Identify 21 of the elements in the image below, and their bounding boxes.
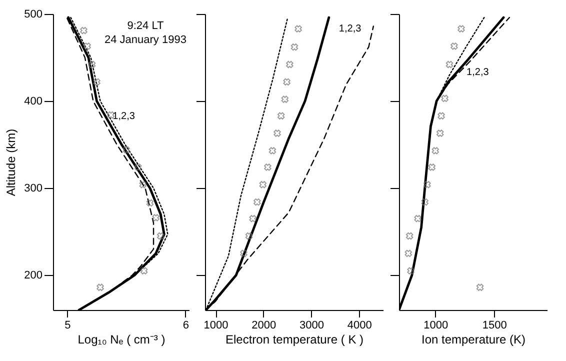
x-axis-title: Log₁₀ Nₑ ( cm⁻³ ) — [78, 332, 166, 346]
x-tick-label: 6 — [182, 320, 190, 332]
x-tick-label: 1000 — [424, 320, 448, 332]
x-tick-label: 4000 — [347, 320, 372, 332]
annotation: 9:24 LT — [127, 20, 164, 32]
x-tick-label: 2000 — [252, 320, 276, 332]
x-tick-label: 5 — [64, 320, 71, 332]
y-axis-title: Altitude (km) — [4, 128, 18, 196]
x-tick-label: 1500 — [482, 320, 507, 332]
y-tick-label: 400 — [24, 96, 42, 108]
x-axis-title: Electron temperature ( K ) — [225, 332, 364, 346]
y-tick-label: 500 — [24, 8, 42, 20]
annotation: 24 January 1993 — [104, 34, 186, 46]
x-axis-title: Ion temperature (K) — [421, 332, 526, 346]
y-tick-label: 300 — [24, 182, 42, 195]
x-tick-label: 3000 — [299, 320, 324, 332]
annotation: 1,2,3 — [338, 24, 362, 35]
x-tick-label: 1000 — [204, 320, 228, 332]
annotation: 1,2,3 — [112, 110, 136, 122]
annotation: 1,2,3 — [466, 67, 490, 78]
y-tick-label: 200 — [24, 270, 42, 282]
